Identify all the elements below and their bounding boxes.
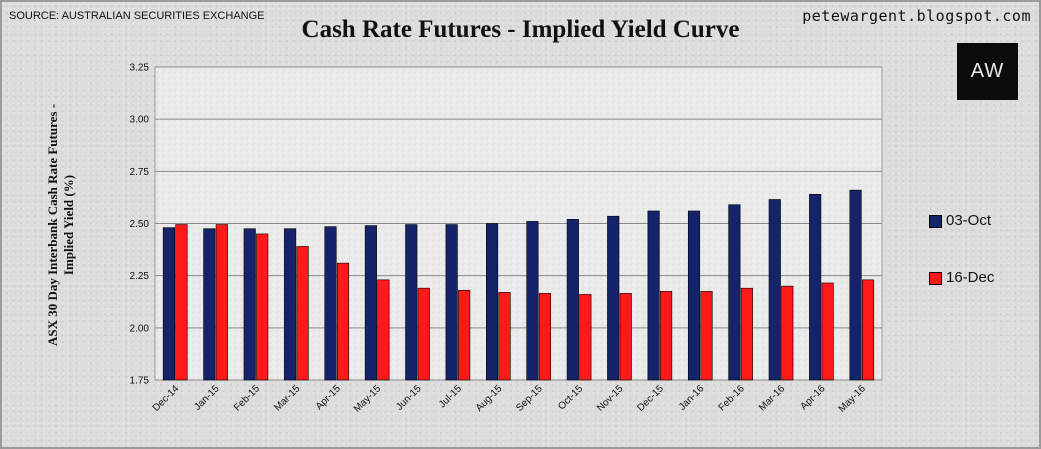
x-tick-label: Jun-15 [394, 383, 424, 413]
legend-swatch-03-oct [929, 215, 942, 228]
bar-16-dec-jan-15 [215, 224, 228, 381]
y-tick-label: 2.25 [130, 271, 150, 282]
x-tick-label: Jan-15 [192, 383, 222, 413]
x-tick-label: Jan-16 [677, 383, 707, 413]
bar-16-dec-nov-15 [619, 293, 632, 381]
x-tick-label: Feb-15 [232, 383, 262, 413]
legend-swatch-16-dec [929, 272, 942, 285]
bar-16-dec-oct-15 [579, 294, 592, 381]
bar-03-oct-may-16 [849, 189, 862, 381]
bar-16-dec-apr-15 [336, 262, 350, 381]
bar-16-dec-mar-16 [781, 285, 794, 381]
y-tick-label: 2.75 [130, 167, 150, 178]
x-tick-label: Sep-15 [514, 383, 545, 414]
y-tick-label: 1.75 [130, 376, 150, 387]
bar-03-oct-mar-15 [284, 228, 297, 381]
x-tick-label: Dec-14 [151, 383, 182, 414]
bar-16-dec-jun-15 [417, 287, 430, 381]
x-tick-label: Mar-15 [272, 383, 302, 413]
bar-03-oct-jul-15 [445, 224, 458, 381]
legend-label-03-oct: 03-Oct [946, 212, 992, 229]
chart-title: Cash Rate Futures - Implied Yield Curve [301, 16, 740, 43]
x-tick-label: Apr-15 [314, 383, 343, 412]
y-tick-label: 3.00 [130, 115, 150, 126]
y-tick-label: 3.25 [130, 63, 150, 74]
aw-logo: AW [957, 43, 1018, 100]
bar-16-dec-may-15 [377, 279, 390, 381]
x-tick-label: Aug-15 [474, 383, 505, 414]
bar-16-dec-mar-15 [296, 246, 309, 381]
y-tick-label: 2.50 [130, 219, 150, 230]
bar-16-dec-sep-15 [538, 293, 551, 381]
legend-label-16-dec: 16-Dec [946, 269, 995, 286]
bar-16-dec-feb-16 [740, 287, 753, 381]
x-tick-label: May-16 [837, 383, 869, 415]
bar-03-oct-apr-15 [324, 226, 337, 381]
bar-16-dec-apr-16 [821, 282, 834, 381]
bar-03-oct-may-15 [364, 225, 377, 381]
bar-03-oct-feb-16 [728, 204, 741, 381]
x-tick-label: Mar-16 [757, 383, 787, 413]
source-note: SOURCE: AUSTRALIAN SECURITIES EXCHANGE [9, 10, 265, 22]
bar-16-dec-jul-15 [458, 289, 471, 381]
bar-16-dec-feb-15 [256, 233, 269, 381]
bar-16-dec-dec-15 [660, 291, 673, 381]
bar-03-oct-nov-15 [607, 215, 620, 381]
x-tick-label: Jul-15 [437, 383, 464, 410]
bar-03-oct-aug-15 [486, 223, 499, 381]
x-tick-label: Nov-15 [595, 383, 626, 414]
bar-16-dec-jan-16 [700, 291, 713, 381]
bar-03-oct-oct-15 [566, 219, 579, 381]
x-tick-label: Feb-16 [717, 383, 747, 413]
y-tick-label: 2.00 [130, 323, 150, 334]
bar-03-oct-jun-15 [405, 224, 418, 381]
site-url: petewargent.blogspot.com [802, 7, 1031, 25]
x-tick-label: Apr-16 [799, 383, 828, 412]
bar-03-oct-sep-15 [526, 221, 539, 381]
bar-03-oct-jan-15 [203, 228, 216, 381]
x-tick-label: Oct-15 [556, 383, 585, 412]
bar-03-oct-jan-16 [687, 210, 701, 381]
bar-03-oct-dec-14 [162, 227, 175, 381]
bar-03-oct-dec-15 [647, 210, 660, 381]
x-tick-label: May-15 [352, 383, 384, 415]
bar-03-oct-feb-15 [243, 228, 256, 381]
bar-16-dec-may-16 [862, 279, 875, 381]
bar-16-dec-dec-14 [175, 224, 188, 381]
x-tick-label: Dec-15 [635, 383, 666, 414]
bar-03-oct-apr-16 [809, 193, 822, 381]
bar-03-oct-mar-16 [768, 199, 781, 381]
bar-16-dec-aug-15 [498, 292, 511, 381]
